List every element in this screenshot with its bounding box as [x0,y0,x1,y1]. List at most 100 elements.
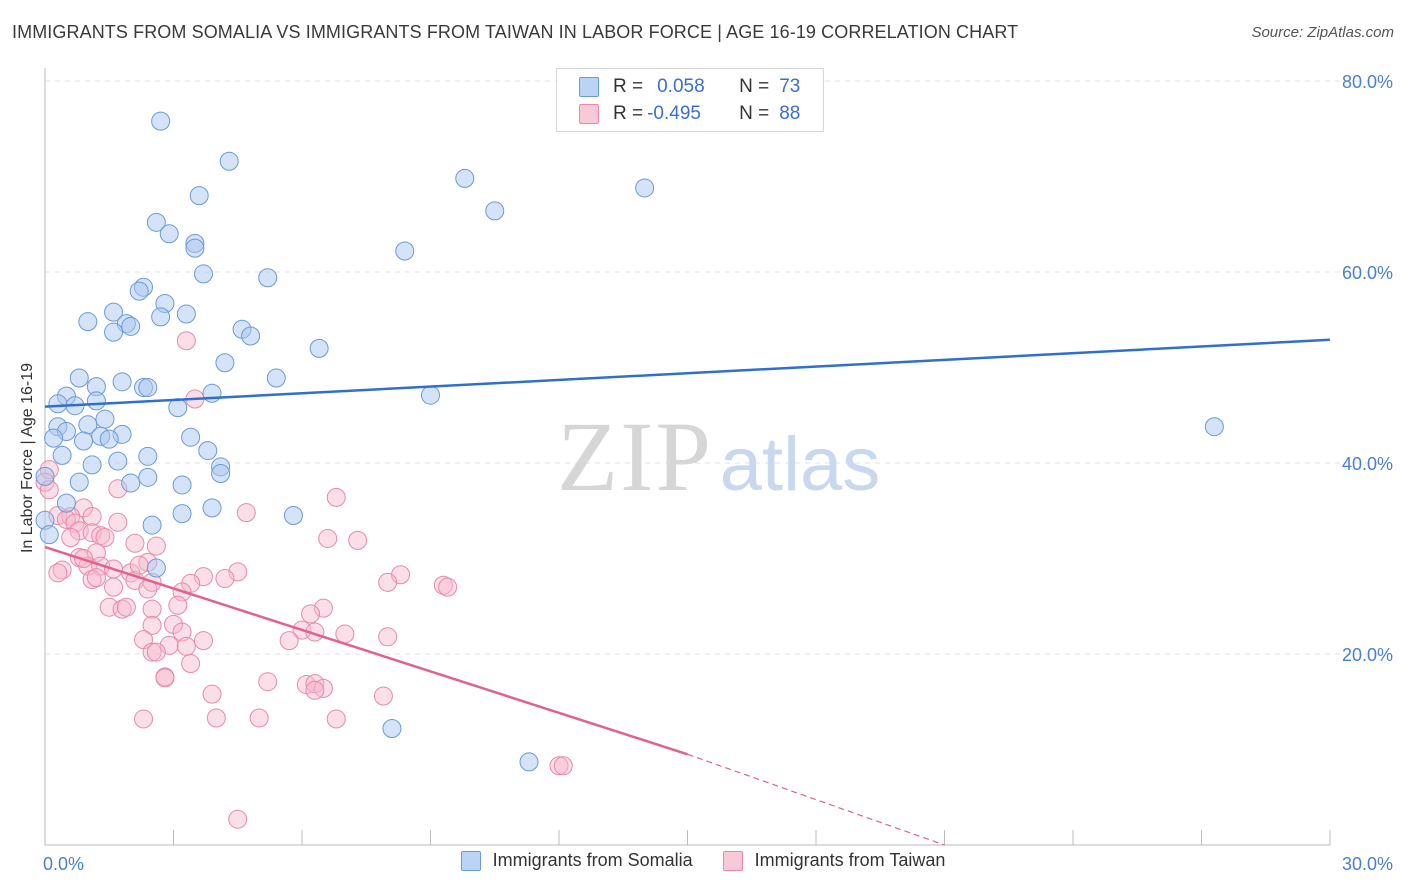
taiwan-point [326,487,346,507]
taiwan-point [142,615,162,635]
somalia-point [104,322,124,342]
somalia-point [421,385,440,405]
legend-taiwan-label: Immigrants from Taiwan [754,850,946,870]
somalia-point [159,224,179,244]
somalia-point [121,316,141,336]
taiwan-point [549,756,569,776]
somalia-point [95,409,115,429]
somalia-point [99,429,119,449]
somalia-point [193,264,213,284]
legend-item-somalia: Immigrants from Somalia [460,850,693,871]
somalia-point [635,178,655,198]
y-tick-label: 20.0% [1342,645,1393,665]
somalia-point [56,493,76,513]
somalia-point [181,427,201,447]
taiwan-point [236,503,256,523]
taiwan-point [146,536,166,556]
chart-title: IMMIGRANTS FROM SOMALIA VS IMMIGRANTS FR… [12,22,1019,42]
somalia-point [74,431,94,451]
somalia-point [146,558,166,578]
somalia-n-label: N = [739,76,770,97]
chart-legend: Immigrants from Somalia Immigrants from … [0,850,1406,871]
somalia-point [112,372,132,392]
taiwan-point [176,636,196,656]
trend-lines [44,338,1331,846]
legend-taiwan-swatch [722,850,743,871]
somalia-point [258,268,278,288]
legend-item-taiwan: Immigrants from Taiwan [722,850,946,871]
taiwan-point [134,709,154,729]
taiwan-point [378,572,398,592]
taiwan-point [146,642,166,662]
x-tick-label: 30.0% [1342,854,1393,874]
taiwan-n-label: N = [739,103,770,124]
taiwan-point [305,680,325,700]
somalia-point [202,498,222,518]
somalia-n-value: 73 [779,76,801,97]
somalia-point [172,504,192,524]
taiwan-point [305,674,325,694]
taiwan-point [326,709,346,729]
somalia-point [69,368,89,388]
somalia-point [219,151,239,171]
taiwan-point [125,533,145,553]
somalia-r-value: 0.058 [657,76,705,97]
somalia-point [266,368,286,388]
taiwan-r-label: R = [613,103,644,124]
somalia-point [176,304,196,324]
taiwan-point [168,595,188,615]
somalia-point [146,212,166,232]
y-tick-label: 60.0% [1342,263,1393,283]
taiwan-point [142,642,162,662]
y-tick-label: 80.0% [1342,72,1393,92]
somalia-point [185,238,205,258]
stats-row-somalia: R = 0.058 N = 73 [579,74,800,100]
taiwan-point [206,708,226,728]
stats-row-taiwan: R = -0.495 N = 88 [579,101,800,127]
taiwan-point [249,708,269,728]
x-tick-label: 0.0% [43,854,84,874]
legend-somalia-label: Immigrants from Somalia [492,850,693,870]
somalia-swatch [579,77,599,97]
tick-labels: 20.0% 40.0% 60.0% 80.0% 0.0% 30.0% [43,72,1393,874]
somalia-point [86,391,106,411]
somalia-point [215,353,235,373]
taiwan-point [61,527,81,547]
watermark-atlas: atlas [720,422,881,507]
somalia-point [395,241,415,261]
somalia-point [104,302,124,322]
somalia-point [69,472,89,492]
taiwan-point [142,599,162,619]
somalia-point [382,718,402,738]
taiwan-point [116,597,136,617]
taiwan-point [95,527,115,547]
source-credit: Source: ZipAtlas.com [1251,24,1394,41]
taiwan-point [373,686,393,706]
somalia-point [48,394,68,414]
somalia-point [1204,417,1224,437]
taiwan-point [378,627,398,647]
taiwan-point [318,528,338,548]
taiwan-point [553,756,573,776]
taiwan-point [193,631,213,651]
somalia-r-label: R = [613,76,644,97]
somalia-point [138,378,158,398]
somalia-point [44,428,64,448]
taiwan-point [215,569,235,589]
somalia-point [172,475,192,495]
taiwan-swatch [579,104,599,124]
somalia-points [35,111,1224,772]
somalia-point [138,446,158,466]
taiwan-point [82,506,102,526]
somalia-point [151,307,171,327]
taiwan-point [438,577,458,597]
taiwan-point [301,604,321,624]
grid-lines [45,80,1392,655]
somalia-point [121,473,141,493]
watermark-zip: ZIP [557,401,713,512]
somalia-point [198,441,218,461]
somalia-point [151,111,171,131]
somalia-point [455,168,475,188]
taiwan-n-value: 88 [779,103,801,124]
